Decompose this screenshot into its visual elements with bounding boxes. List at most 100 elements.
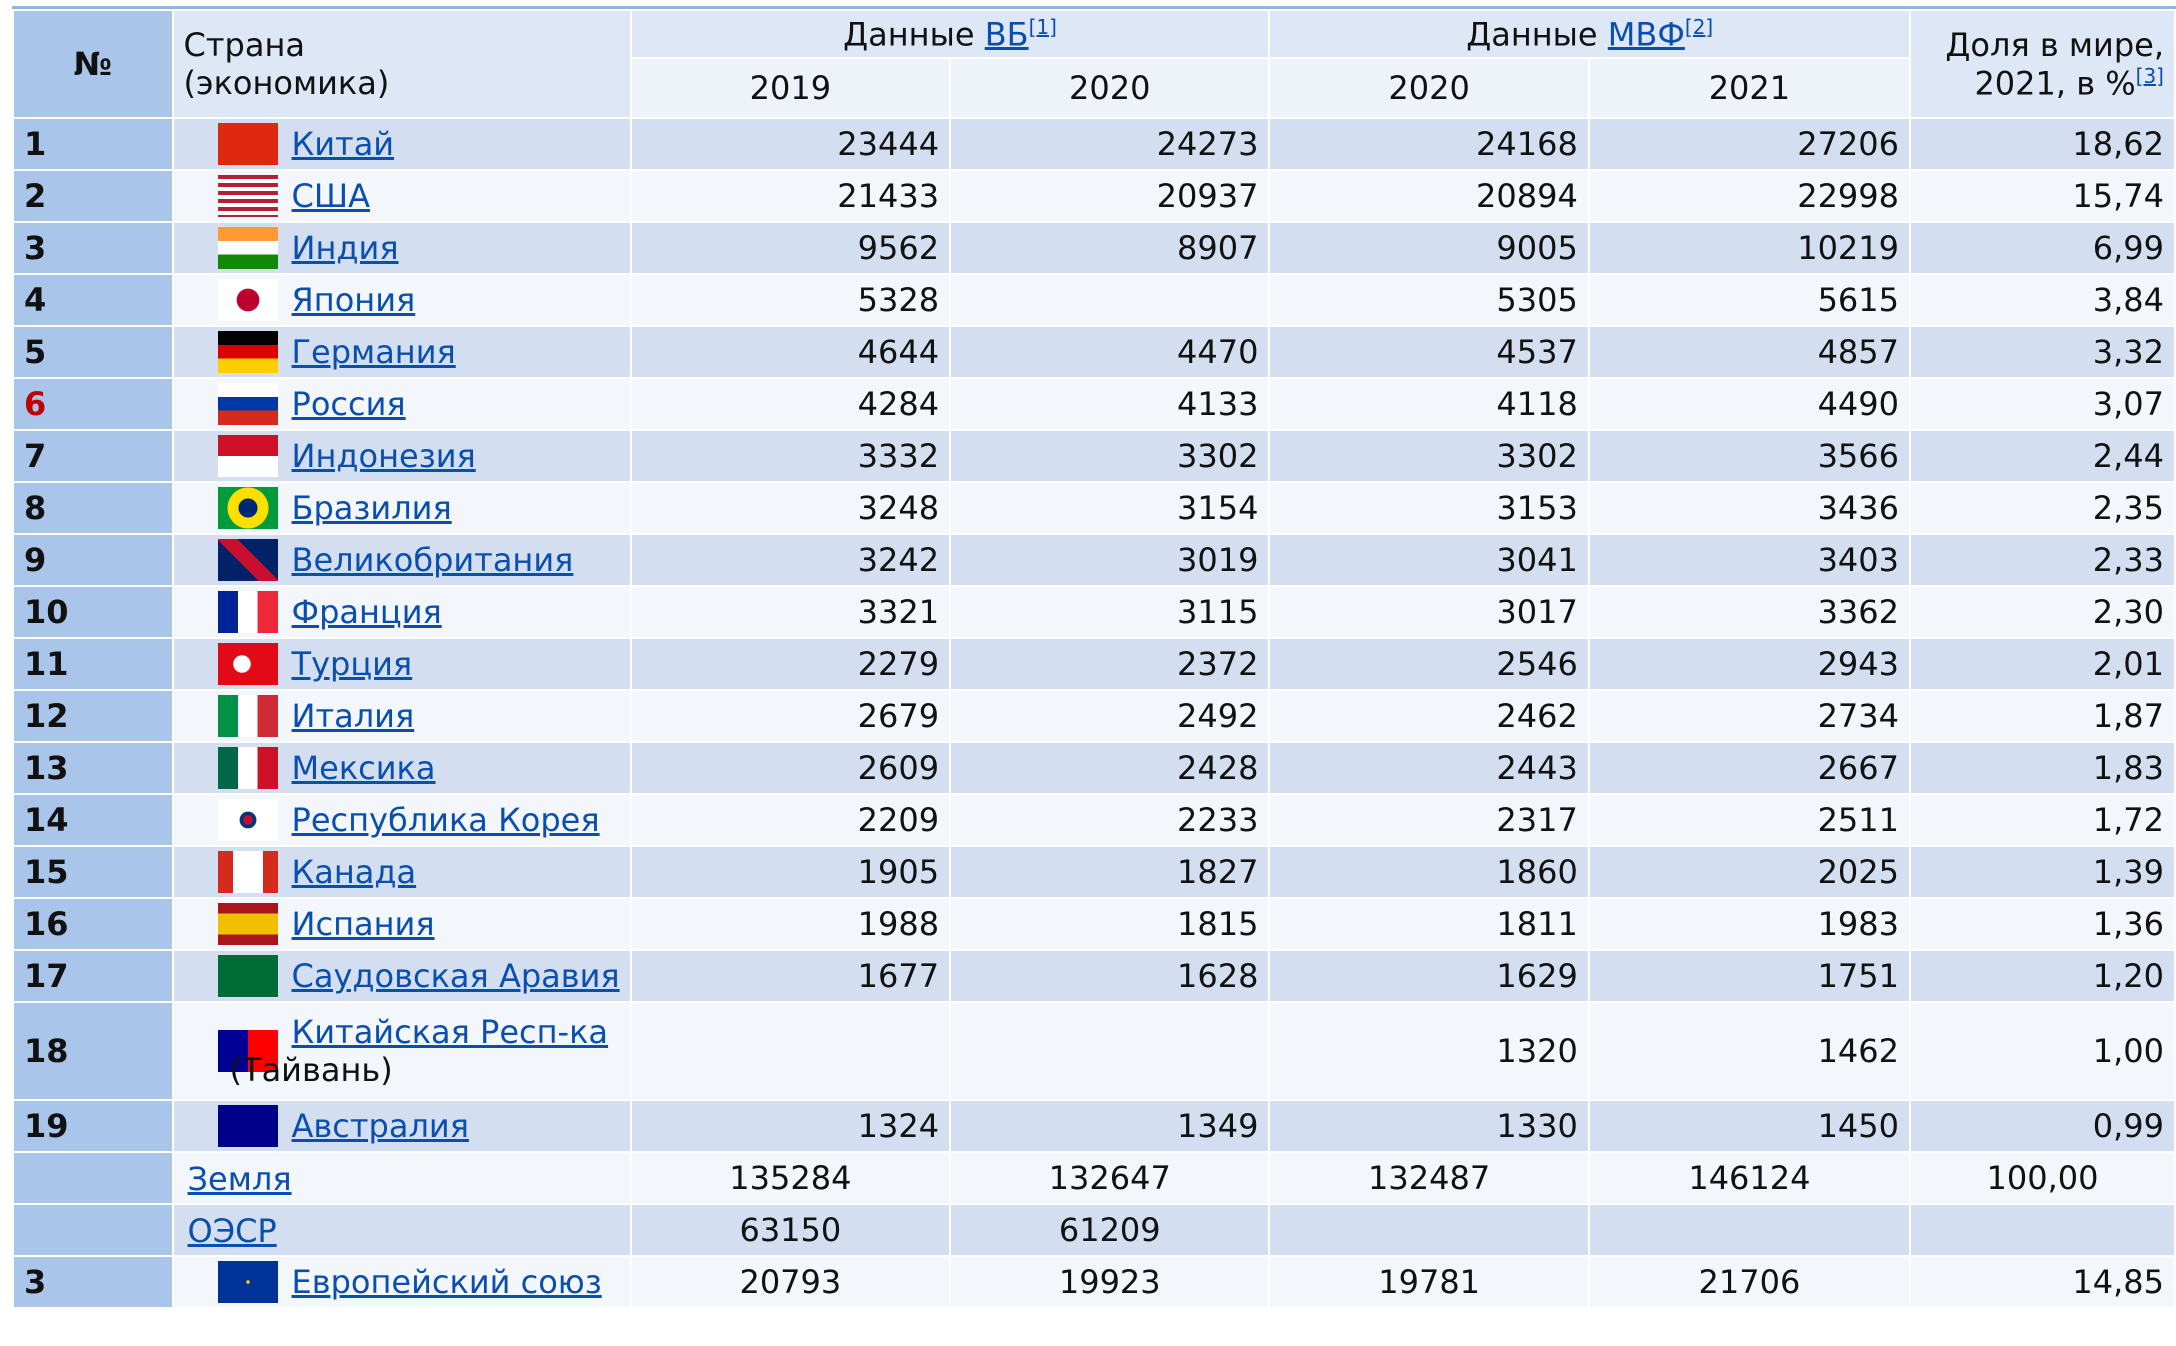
ref[interactable]: [2] bbox=[1684, 14, 1714, 39]
value: 146124 bbox=[1587, 1151, 1912, 1205]
value: 3321 bbox=[629, 585, 952, 639]
ref[interactable]: [1] bbox=[1028, 14, 1057, 39]
country-link[interactable]: Мексика bbox=[291, 749, 436, 787]
value: 3,84 bbox=[1909, 273, 2176, 327]
value: 20894 bbox=[1268, 169, 1590, 223]
table-body: 1 Китай 23444 24273 24168 27206 18,62 2 США 21433… bbox=[12, 117, 2176, 1309]
value: 2511 bbox=[1587, 793, 1912, 847]
table-row: 10 Франция 3321 3115 3017 3362 2,30 bbox=[12, 585, 2176, 639]
share-header: Доля в мире, 2021, в %[3] bbox=[1909, 9, 2176, 119]
year: 2019 bbox=[629, 57, 952, 119]
country-name: Германия bbox=[292, 333, 456, 371]
country-name: Индия bbox=[292, 229, 399, 267]
value: 2209 bbox=[629, 793, 952, 847]
rank bbox=[12, 1151, 174, 1205]
value: 19923 bbox=[949, 1255, 1271, 1309]
country-link[interactable]: Испания bbox=[291, 905, 435, 943]
country-link[interactable]: Европейский союз bbox=[291, 1263, 602, 1301]
value: 3403 bbox=[1587, 533, 1912, 587]
rank-header: № bbox=[12, 9, 174, 119]
link[interactable]: ВБ bbox=[984, 15, 1029, 54]
flag bbox=[217, 279, 278, 321]
flag bbox=[217, 539, 278, 581]
value: 5305 bbox=[1268, 273, 1590, 327]
gdp-table: № Страна (экономика) Данные ВБ[1] Данные … bbox=[12, 9, 2176, 1309]
country-link[interactable]: ОЭСР bbox=[187, 1212, 277, 1250]
value: 4537 bbox=[1268, 325, 1590, 379]
value: 3041 bbox=[1268, 533, 1590, 587]
country-link[interactable]: Германия bbox=[291, 333, 456, 371]
country-link[interactable]: Франция bbox=[291, 593, 442, 631]
text: 2021, в % bbox=[1974, 64, 2136, 103]
year: 2020 bbox=[1268, 57, 1590, 119]
value: 1815 bbox=[949, 897, 1271, 951]
table-row: 9 Великобритания 3242 3019 3041 3403 2,33 bbox=[12, 533, 2176, 587]
value: 2,30 bbox=[1909, 585, 2176, 639]
value: 1,36 bbox=[1909, 897, 2176, 951]
country-name: Республика Корея bbox=[292, 801, 600, 839]
value: 9562 bbox=[629, 221, 952, 275]
year: 2020 bbox=[949, 57, 1271, 119]
value: 2492 bbox=[949, 689, 1271, 743]
country-link[interactable]: Турция bbox=[291, 645, 413, 683]
value: 100,00 bbox=[1909, 1151, 2176, 1205]
country-link[interactable]: Австралия bbox=[291, 1107, 469, 1145]
rank: 6 bbox=[12, 377, 174, 431]
table-row: 13 Мексика 2609 2428 2443 2667 1,83 bbox=[12, 741, 2176, 795]
link[interactable]: МВФ bbox=[1607, 15, 1685, 54]
country: Великобритания bbox=[171, 533, 632, 587]
value: 21433 bbox=[629, 169, 952, 223]
value: 3154 bbox=[949, 481, 1271, 535]
country: Россия bbox=[171, 377, 632, 431]
value: 1,87 bbox=[1909, 689, 2176, 743]
table-row: 4 Япония 5328 5305 5615 3,84 bbox=[12, 273, 2176, 327]
country-name: Китай bbox=[292, 125, 395, 163]
value: 1983 bbox=[1587, 897, 1912, 951]
country-link[interactable]: США bbox=[291, 177, 370, 215]
country: Индонезия bbox=[171, 429, 632, 483]
table-row: 12 Италия 2679 2492 2462 2734 1,87 bbox=[12, 689, 2176, 743]
country-link[interactable]: Индонезия bbox=[291, 437, 476, 475]
value: 3115 bbox=[949, 585, 1271, 639]
country-link[interactable]: Бразилия bbox=[291, 489, 452, 527]
country-name: Франция bbox=[292, 593, 442, 631]
country-link[interactable]: Италия bbox=[291, 697, 415, 735]
country-link[interactable]: Саудовская Аравия bbox=[291, 957, 620, 995]
value: 3153 bbox=[1268, 481, 1590, 535]
value: 1677 bbox=[629, 949, 952, 1003]
table-row: 8 Бразилия 3248 3154 3153 3436 2,35 bbox=[12, 481, 2176, 535]
country-link[interactable]: Китайская Респ-ка bbox=[291, 1013, 609, 1051]
value: 1320 bbox=[1268, 1001, 1590, 1101]
country-link[interactable]: Китай bbox=[291, 125, 395, 163]
value: 1,39 bbox=[1909, 845, 2176, 899]
rank: 17 bbox=[12, 949, 174, 1003]
country-name: Япония bbox=[292, 281, 416, 319]
country-link[interactable]: Великобритания bbox=[291, 541, 574, 579]
rank: 18 bbox=[12, 1001, 174, 1101]
value: 63150 bbox=[629, 1203, 952, 1257]
value: 2546 bbox=[1268, 637, 1590, 691]
rank: 8 bbox=[12, 481, 174, 535]
rank: 14 bbox=[12, 793, 174, 847]
country: Германия bbox=[171, 325, 632, 379]
country-link[interactable]: Канада bbox=[291, 853, 417, 891]
country-name: Китайская Респ-ка (Тайвань) bbox=[230, 1013, 609, 1089]
value: 0,99 bbox=[1909, 1099, 2176, 1153]
country-link[interactable]: Индия bbox=[291, 229, 399, 267]
value: 22998 bbox=[1587, 169, 1912, 223]
value bbox=[949, 273, 1271, 327]
country-link[interactable]: Россия bbox=[291, 385, 406, 423]
value: 3332 bbox=[629, 429, 952, 483]
ref[interactable]: [3] bbox=[2135, 63, 2164, 88]
country-name: ОЭСР bbox=[188, 1212, 277, 1250]
value: 3,07 bbox=[1909, 377, 2176, 431]
value: 23444 bbox=[629, 117, 952, 171]
country-link[interactable]: Япония bbox=[291, 281, 416, 319]
imf-header: Данные МВФ[2] bbox=[1268, 9, 1911, 59]
value: 1462 bbox=[1587, 1001, 1912, 1101]
country-name: Канада bbox=[292, 853, 417, 891]
country-link[interactable]: Республика Корея bbox=[291, 801, 600, 839]
value: 2679 bbox=[629, 689, 952, 743]
country-link[interactable]: Земля bbox=[187, 1160, 292, 1198]
value: 19781 bbox=[1268, 1255, 1590, 1309]
